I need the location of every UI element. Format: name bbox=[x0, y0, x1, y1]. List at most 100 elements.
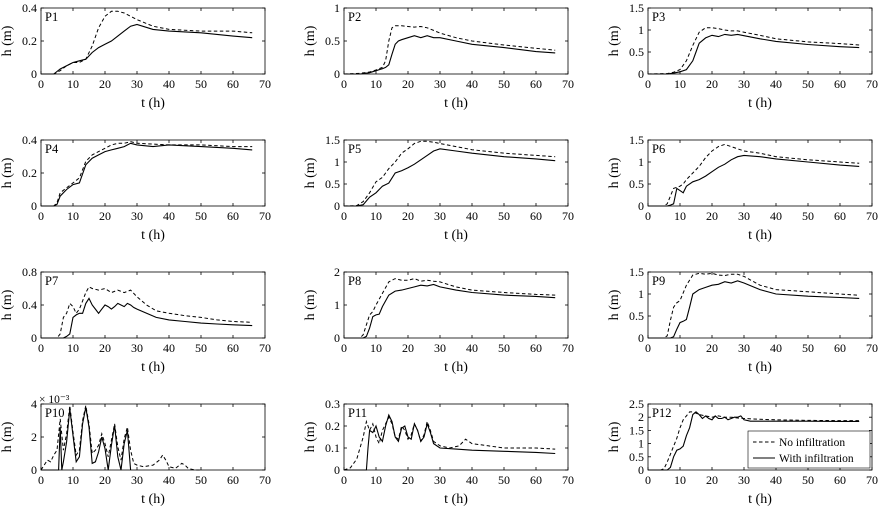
x-tick-label: 0 bbox=[38, 341, 44, 355]
x-tick-label: 40 bbox=[163, 77, 175, 91]
y-tick-label: 0.5 bbox=[325, 177, 340, 191]
y-tick-label: 0 bbox=[638, 331, 644, 345]
x-tick-label: 50 bbox=[498, 209, 510, 223]
x-tick-label: 40 bbox=[466, 77, 478, 91]
x-tick-label: 70 bbox=[259, 473, 271, 487]
x-tick-label: 10 bbox=[67, 209, 79, 223]
series-with-infiltration-line-p12 bbox=[648, 411, 860, 471]
y-tick-label: 0.1 bbox=[325, 441, 340, 455]
y-tick-label: 1.5 bbox=[629, 423, 644, 437]
x-tick-label: 70 bbox=[259, 341, 271, 355]
y-tick-label: 0.5 bbox=[629, 45, 644, 59]
subplot-p12: 0 10 20 30 40 50 60 70 00.511.522.5 t (h) h (m) P12… bbox=[607, 397, 878, 507]
x-tick-label: 10 bbox=[674, 77, 686, 91]
panel-label-p11: P11 bbox=[348, 406, 367, 420]
x-axis-label: t (h) bbox=[141, 228, 165, 243]
x-tick-label: 60 bbox=[227, 77, 239, 91]
y-axis-label: h (m) bbox=[0, 157, 15, 188]
plot-frame bbox=[40, 139, 266, 207]
x-tick-label: 50 bbox=[195, 209, 207, 223]
y-tick-label: 0 bbox=[334, 199, 340, 213]
legend: No infiltration With infiltration bbox=[747, 430, 871, 469]
x-tick-label: 50 bbox=[498, 341, 510, 355]
x-tick-label: 0 bbox=[341, 77, 347, 91]
subplot-p7: 0 10 20 30 40 50 60 70 0 0.4 0.8 t (h) h (m) P7 bbox=[0, 265, 271, 375]
series-no-infiltration-line-p8 bbox=[344, 278, 556, 339]
x-tick-label: 30 bbox=[434, 209, 446, 223]
x-tick-label: 20 bbox=[402, 209, 414, 223]
y-tick-label: 0.5 bbox=[325, 34, 340, 48]
y-tick-label: 1.5 bbox=[629, 1, 644, 15]
x-tick-label: 20 bbox=[706, 77, 718, 91]
x-tick-label: 70 bbox=[866, 77, 878, 91]
x-tick-label: 0 bbox=[38, 473, 44, 487]
x-tick-label: 20 bbox=[99, 77, 111, 91]
series-no-infiltration-line-p2 bbox=[343, 25, 556, 75]
x-tick-label: 30 bbox=[434, 77, 446, 91]
x-tick-label: 60 bbox=[227, 473, 239, 487]
y-tick-label: 0.5 bbox=[629, 309, 644, 323]
series-with-infiltration-line-p3 bbox=[648, 33, 860, 75]
x-tick-label: 60 bbox=[834, 209, 846, 223]
series-with-infiltration-line-p9 bbox=[648, 280, 860, 339]
x-tick-label: 60 bbox=[530, 209, 542, 223]
series-with-infiltration-line-p5 bbox=[344, 148, 556, 207]
x-tick-label: 10 bbox=[674, 341, 686, 355]
x-axis-label: t (h) bbox=[748, 228, 772, 243]
x-tick-label: 20 bbox=[706, 341, 718, 355]
x-tick-label: 0 bbox=[341, 209, 347, 223]
x-tick-label: 20 bbox=[99, 209, 111, 223]
y-tick-label: 0.2 bbox=[22, 34, 37, 48]
x-tick-label: 70 bbox=[866, 341, 878, 355]
y-tick-label: 0 bbox=[334, 331, 340, 345]
x-tick-label: 60 bbox=[227, 341, 239, 355]
series-with-infiltration-line-p11 bbox=[344, 413, 556, 471]
x-tick-label: 20 bbox=[99, 473, 111, 487]
x-tick-label: 50 bbox=[498, 473, 510, 487]
y-axis-label: h (m) bbox=[607, 421, 622, 452]
x-tick-label: 20 bbox=[99, 341, 111, 355]
x-tick-label: 0 bbox=[38, 77, 44, 91]
y-exponent-label: × 10⁻³ bbox=[39, 394, 70, 406]
x-tick-label: 20 bbox=[402, 341, 414, 355]
x-tick-label: 40 bbox=[770, 341, 782, 355]
x-axis-label: t (h) bbox=[444, 228, 468, 243]
y-tick-label: 0 bbox=[31, 199, 37, 213]
x-tick-label: 20 bbox=[402, 473, 414, 487]
subplot-p8: 0 10 20 30 40 50 60 70 0 1 2 t (h) h (m) P8 bbox=[303, 265, 574, 375]
y-tick-label: 2 bbox=[334, 265, 340, 279]
x-tick-label: 60 bbox=[227, 209, 239, 223]
y-tick-label: 0.4 bbox=[22, 133, 37, 147]
x-tick-label: 70 bbox=[866, 473, 878, 487]
y-axis-label: h (m) bbox=[0, 25, 15, 56]
x-axis-label: t (h) bbox=[444, 96, 468, 111]
panel-label-p3: P3 bbox=[652, 10, 665, 24]
x-tick-label: 40 bbox=[770, 473, 782, 487]
plot-frame bbox=[40, 271, 266, 339]
y-tick-label: 0 bbox=[638, 199, 644, 213]
x-axis-label: t (h) bbox=[444, 492, 468, 507]
y-tick-label: 0.4 bbox=[22, 1, 37, 15]
series-with-infiltration-line-p6 bbox=[648, 154, 860, 207]
y-tick-label: 1 bbox=[334, 1, 340, 15]
series-no-infiltration-line-p6 bbox=[648, 143, 860, 207]
y-axis-label: h (m) bbox=[607, 289, 622, 320]
series-no-infiltration-line-p5 bbox=[343, 140, 556, 207]
x-tick-label: 0 bbox=[341, 341, 347, 355]
x-axis-label: t (h) bbox=[748, 360, 772, 375]
x-tick-label: 30 bbox=[434, 341, 446, 355]
x-tick-label: 10 bbox=[370, 77, 382, 91]
series-with-infiltration-line-p2 bbox=[344, 35, 556, 75]
subplot-p6: 0 10 20 30 40 50 60 70 0 0.5 1 1.5 t (h) h (m) P6 bbox=[607, 133, 878, 243]
x-tick-label: 50 bbox=[195, 341, 207, 355]
y-axis-label: h (m) bbox=[303, 289, 318, 320]
x-tick-label: 70 bbox=[562, 341, 574, 355]
y-tick-label: 0 bbox=[31, 331, 37, 345]
x-tick-label: 70 bbox=[259, 209, 271, 223]
x-tick-label: 60 bbox=[834, 473, 846, 487]
plot-frame bbox=[343, 139, 569, 207]
x-tick-label: 60 bbox=[530, 473, 542, 487]
panel-label-p7: P7 bbox=[45, 274, 58, 288]
series-with-infiltration-line-p10 bbox=[41, 407, 132, 471]
